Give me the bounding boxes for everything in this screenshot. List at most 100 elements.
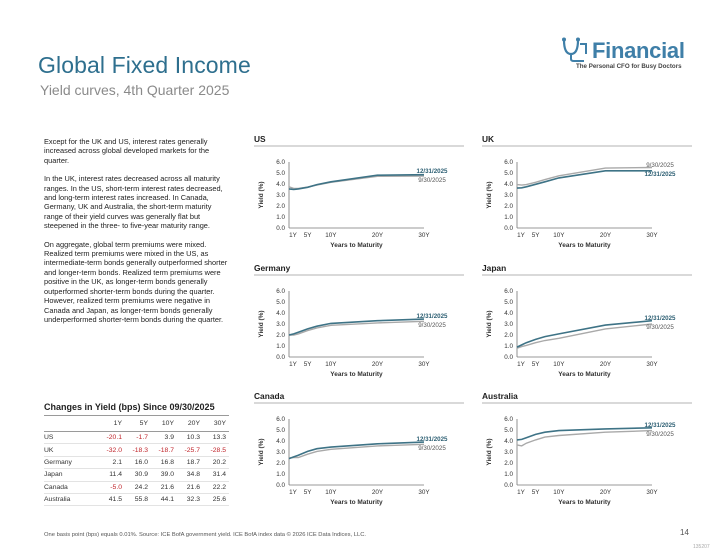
legend-label: 9/30/2025 bbox=[418, 322, 446, 329]
legend-label: 9/30/2025 bbox=[646, 162, 674, 169]
legend-label: 9/30/2025 bbox=[646, 431, 674, 438]
x-tick-label: 1Y bbox=[517, 361, 526, 368]
table-header: 10Y bbox=[151, 415, 177, 432]
y-tick-label: 0.0 bbox=[276, 225, 285, 232]
series-line-current bbox=[516, 319, 653, 348]
series-line-prior bbox=[516, 429, 653, 447]
y-tick-label: 2.0 bbox=[276, 203, 285, 210]
x-tick-label: 10Y bbox=[553, 489, 565, 496]
legend-label: 12/31/2025 bbox=[417, 168, 449, 175]
table-cell: 31.4 bbox=[203, 468, 229, 482]
table-cell: 22.2 bbox=[203, 481, 229, 494]
x-tick-label: 20Y bbox=[600, 489, 612, 496]
y-tick-label: 3.0 bbox=[504, 321, 513, 328]
x-tick-label: 5Y bbox=[304, 489, 313, 496]
table-cell: 16.8 bbox=[151, 456, 177, 470]
table-cell: 44.1 bbox=[151, 493, 177, 507]
x-tick-label: 10Y bbox=[553, 232, 565, 239]
table-cell: 30.9 bbox=[125, 468, 151, 482]
x-tick-label: 5Y bbox=[532, 361, 541, 368]
y-tick-label: 4.0 bbox=[276, 181, 285, 188]
y-axis-label: Yield (%) bbox=[258, 181, 265, 208]
y-tick-label: 0.0 bbox=[504, 225, 513, 232]
y-tick-label: 0.0 bbox=[276, 482, 285, 489]
table-cell: 41.5 bbox=[99, 493, 125, 507]
y-tick-label: 5.0 bbox=[276, 170, 285, 177]
y-tick-label: 1.0 bbox=[276, 214, 285, 221]
legend-label: 9/30/2025 bbox=[418, 445, 446, 452]
table-cell-country: Japan bbox=[44, 468, 99, 482]
document-id: 135207 bbox=[693, 544, 710, 550]
table-cell: -18.7 bbox=[151, 443, 177, 457]
x-tick-label: 20Y bbox=[372, 489, 384, 496]
table-row: Australia 41.5 55.8 44.1 32.3 25.6 bbox=[44, 493, 229, 507]
commentary-paragraph: Except for the UK and US, interest rates… bbox=[44, 137, 210, 165]
table-cell-country: Australia bbox=[44, 493, 99, 507]
y-axis-label: Yield (%) bbox=[486, 310, 493, 337]
x-tick-label: 30Y bbox=[646, 489, 658, 496]
table-cell: 32.3 bbox=[177, 493, 203, 507]
series-line-current bbox=[288, 173, 425, 191]
y-tick-label: 3.0 bbox=[504, 192, 513, 199]
brand-logo: Financial The Personal CFO for Busy Doct… bbox=[558, 36, 708, 76]
table-cell: 25.6 bbox=[203, 493, 229, 507]
y-tick-label: 5.0 bbox=[504, 299, 513, 306]
commentary-paragraph: In the UK, interest rates decreased acro… bbox=[44, 174, 223, 231]
table-cell-country: US bbox=[44, 431, 99, 445]
logo-tagline: The Personal CFO for Busy Doctors bbox=[576, 63, 682, 70]
page-number: 14 bbox=[680, 528, 689, 537]
y-tick-label: 5.0 bbox=[276, 299, 285, 306]
y-axis-label: Yield (%) bbox=[258, 310, 265, 337]
y-tick-label: 3.0 bbox=[276, 449, 285, 456]
series-line-current bbox=[516, 427, 653, 441]
table-cell: 3.9 bbox=[151, 431, 177, 445]
x-tick-label: 30Y bbox=[646, 361, 658, 368]
table-header bbox=[44, 415, 99, 432]
x-axis-label: Years to Maturity bbox=[330, 371, 383, 378]
x-tick-label: 1Y bbox=[289, 489, 298, 496]
y-tick-label: 6.0 bbox=[276, 159, 285, 166]
yield-change-table: 1Y 5Y 10Y 20Y 30Y US -20.1 -1.7 3.9 10.3 13.3… bbox=[44, 415, 229, 507]
y-tick-label: 5.0 bbox=[276, 427, 285, 434]
y-tick-label: 5.0 bbox=[504, 427, 513, 434]
x-tick-label: 30Y bbox=[646, 232, 658, 239]
table-cell-country: UK bbox=[44, 443, 99, 457]
table-cell: 18.7 bbox=[177, 456, 203, 470]
table-header: 30Y bbox=[203, 415, 229, 432]
x-tick-label: 1Y bbox=[289, 232, 298, 239]
table-cell: 55.8 bbox=[125, 493, 151, 507]
chart-title: US bbox=[254, 134, 266, 144]
y-tick-label: 1.0 bbox=[504, 343, 513, 350]
legend-label: 12/31/2025 bbox=[417, 436, 449, 443]
x-tick-label: 20Y bbox=[600, 232, 612, 239]
y-tick-label: 6.0 bbox=[504, 288, 513, 295]
table-header: 1Y bbox=[99, 415, 125, 432]
y-tick-label: 2.0 bbox=[504, 203, 513, 210]
x-tick-label: 5Y bbox=[532, 489, 541, 496]
table-cell: 13.3 bbox=[203, 431, 229, 445]
y-tick-label: 4.0 bbox=[504, 438, 513, 445]
chart-title: UK bbox=[482, 134, 494, 144]
series-line-current bbox=[288, 318, 425, 336]
x-tick-label: 10Y bbox=[553, 361, 565, 368]
y-tick-label: 1.0 bbox=[504, 471, 513, 478]
table-cell: 21.6 bbox=[177, 481, 203, 494]
y-tick-label: 3.0 bbox=[276, 321, 285, 328]
chart-title: Canada bbox=[254, 391, 285, 401]
y-tick-label: 4.0 bbox=[504, 181, 513, 188]
y-tick-label: 1.0 bbox=[504, 214, 513, 221]
legend-label: 12/31/2025 bbox=[645, 315, 677, 322]
y-tick-label: 6.0 bbox=[504, 416, 513, 423]
y-tick-label: 0.0 bbox=[504, 354, 513, 361]
legend-label: 12/31/2025 bbox=[645, 171, 677, 178]
legend-label: 9/30/2025 bbox=[646, 324, 674, 331]
x-axis-label: Years to Maturity bbox=[558, 371, 611, 378]
table-row: Canada -5.0 24.2 21.6 21.6 22.2 bbox=[44, 481, 229, 494]
series-line-current bbox=[516, 170, 652, 189]
table-header: 5Y bbox=[125, 415, 151, 432]
x-axis-label: Years to Maturity bbox=[330, 242, 383, 249]
x-axis-label: Years to Maturity bbox=[558, 499, 611, 506]
x-tick-label: 20Y bbox=[600, 361, 612, 368]
table-cell: -25.7 bbox=[177, 443, 203, 457]
table-cell: -20.1 bbox=[99, 431, 125, 445]
